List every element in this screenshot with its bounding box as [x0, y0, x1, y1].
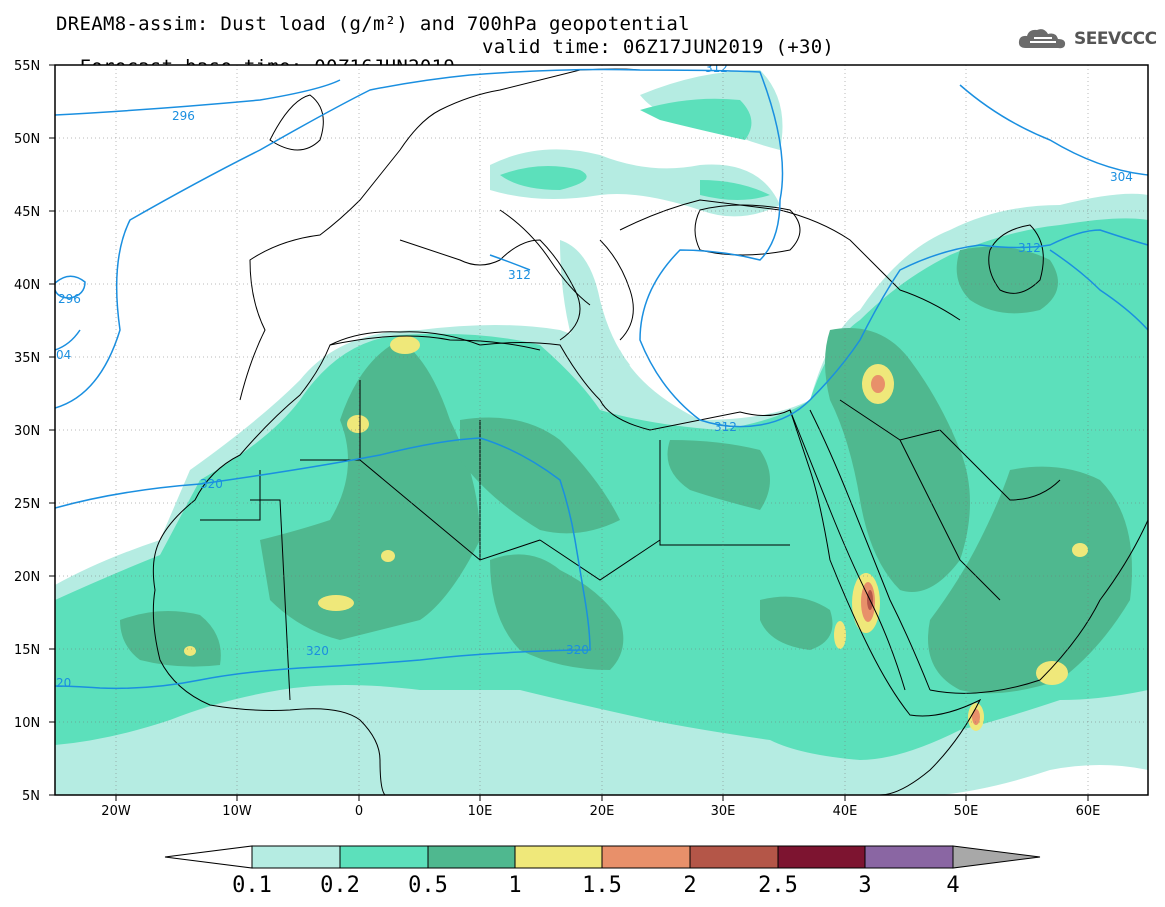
- lon-label: 30E: [711, 804, 736, 819]
- lat-label: 10N: [14, 716, 40, 731]
- colorbar-swatch: [864, 845, 954, 869]
- colorbar-swatch: [251, 845, 341, 869]
- map-area: 296 296 04 312 312 312 312 304 320 320 3…: [55, 61, 1148, 795]
- colorbar-label: 4: [946, 873, 959, 898]
- colorbar-swatch: [689, 845, 779, 869]
- lon-label: 60E: [1076, 804, 1101, 819]
- colorbar-swatch: [777, 845, 866, 869]
- contour-label: 296: [172, 109, 195, 123]
- contour-label: 320: [200, 477, 223, 491]
- lat-label: 50N: [14, 132, 40, 147]
- colorbar-swatch: [601, 845, 691, 869]
- latitude-labels: 55N 50N 45N 40N 35N 30N 25N 20N 15N 10N …: [14, 59, 40, 804]
- contour-label: 312: [714, 420, 737, 434]
- contour-label: 320: [566, 643, 589, 657]
- geopotential-contours: [55, 68, 1148, 690]
- lat-label: 5N: [22, 789, 40, 804]
- colorbar-label: 1: [508, 873, 521, 898]
- colorbar-label: 1.5: [582, 873, 622, 898]
- colorbar-label: 0.5: [408, 873, 448, 898]
- contour-label: 20: [56, 676, 71, 690]
- lon-label: 40E: [833, 804, 858, 819]
- lon-label: 10E: [468, 804, 493, 819]
- colorbar-swatch: [339, 845, 429, 869]
- contour-label: 04: [56, 348, 71, 362]
- contour-label: 312: [508, 268, 531, 282]
- colorbar-label: 3: [858, 873, 871, 898]
- lat-label: 40N: [14, 278, 40, 293]
- colorbar-right-arrow: [952, 845, 1041, 869]
- cloud-icon: [1018, 29, 1066, 49]
- logo-text: SEEVCCC: [1074, 29, 1157, 49]
- lat-label: 35N: [14, 351, 40, 366]
- colorbar-swatch: [514, 845, 603, 869]
- lat-label: 25N: [14, 497, 40, 512]
- longitude-labels: 20W 10W 0 10E 20E 30E 40E 50E 60E: [101, 804, 1100, 819]
- grid-lines: [55, 65, 1148, 795]
- lon-label: 50E: [954, 804, 979, 819]
- colorbar-swatch: [427, 845, 516, 869]
- contour-labels: 296 296 04 312 312 312 312 304 320 320 3…: [56, 61, 1133, 690]
- colorbar-label: 2.5: [758, 873, 798, 898]
- colorbar-label: 2: [683, 873, 696, 898]
- contour-label: 320: [306, 644, 329, 658]
- lon-label: 0: [355, 804, 363, 819]
- contour-label: 304: [1110, 170, 1133, 184]
- contour-label: 312: [1018, 241, 1041, 255]
- lon-label: 20W: [101, 804, 131, 819]
- lat-label: 20N: [14, 570, 40, 585]
- colorbar-left-arrow: [164, 845, 253, 869]
- lat-label: 30N: [14, 424, 40, 439]
- lon-label: 10W: [222, 804, 252, 819]
- lat-label: 45N: [14, 205, 40, 220]
- coastlines: [152, 68, 1148, 795]
- lat-label: 15N: [14, 643, 40, 658]
- dust-band-0.5: [120, 246, 1132, 694]
- map-title: DREAM8-assim: Dust load (g/m²) and 700hP…: [56, 13, 690, 35]
- tick-marks: [49, 64, 1089, 801]
- colorbar: 0.1 0.2 0.5 1 1.5 2 2.5 3 4: [164, 845, 1041, 898]
- valid-time: valid time: 06Z17JUN2019 (+30): [482, 36, 835, 58]
- seevccc-logo: SEEVCCC: [1016, 26, 1157, 52]
- colorbar-label: 0.2: [320, 873, 360, 898]
- lon-label: 20E: [590, 804, 615, 819]
- contour-label: 296: [58, 292, 81, 306]
- contour-label: 312: [705, 61, 728, 75]
- colorbar-label: 0.1: [232, 873, 272, 898]
- lat-label: 55N: [14, 59, 40, 74]
